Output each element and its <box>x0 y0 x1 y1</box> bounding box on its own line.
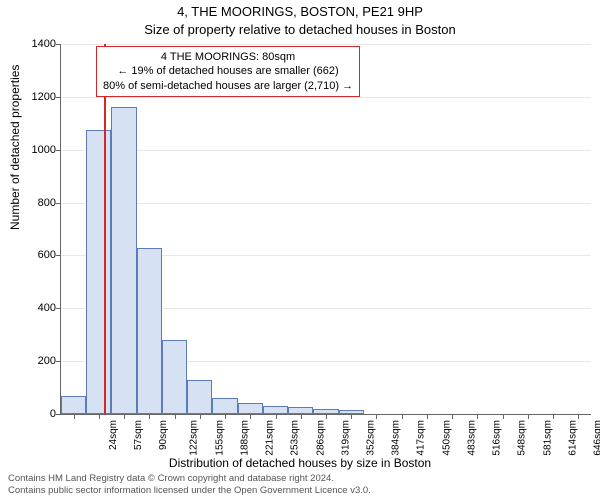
x-tick-mark <box>225 414 226 419</box>
y-tick-label: 200 <box>16 355 56 367</box>
histogram-bar <box>288 407 313 414</box>
x-axis-label: Distribution of detached houses by size … <box>0 456 600 470</box>
y-tick-mark <box>56 308 61 309</box>
x-tick-label: 253sqm <box>290 420 301 456</box>
y-tick-mark <box>56 361 61 362</box>
histogram-bar <box>238 403 263 414</box>
x-tick-mark <box>528 414 529 419</box>
histogram-bar <box>111 107 136 414</box>
x-tick-mark <box>427 414 428 419</box>
x-tick-mark <box>452 414 453 419</box>
x-tick-mark <box>74 414 75 419</box>
x-tick-label: 221sqm <box>265 420 276 456</box>
y-tick-label: 1400 <box>16 38 56 50</box>
gridline <box>61 150 591 151</box>
x-tick-label: 155sqm <box>214 420 225 456</box>
x-tick-mark <box>276 414 277 419</box>
attribution-line2: Contains public sector information licen… <box>8 485 371 496</box>
histogram-bar <box>86 130 111 414</box>
x-tick-mark <box>351 414 352 419</box>
legend-box: 4 THE MOORINGS: 80sqm ← 19% of detached … <box>96 46 360 97</box>
y-tick-mark <box>56 255 61 256</box>
y-tick-mark <box>56 150 61 151</box>
x-tick-mark <box>149 414 150 419</box>
y-tick-label: 600 <box>16 249 56 261</box>
x-tick-label: 450sqm <box>441 420 452 456</box>
x-tick-mark <box>326 414 327 419</box>
x-tick-label: 646sqm <box>593 420 600 456</box>
x-tick-label: 188sqm <box>239 420 250 456</box>
legend-line-smaller: ← 19% of detached houses are smaller (66… <box>103 64 353 78</box>
histogram-plot-area: 24sqm57sqm90sqm122sqm155sqm188sqm221sqm2… <box>60 44 591 415</box>
property-marker-line <box>104 44 106 414</box>
legend-line-property: 4 THE MOORINGS: 80sqm <box>103 50 353 64</box>
x-tick-label: 352sqm <box>366 420 377 456</box>
x-tick-mark <box>376 414 377 419</box>
chart-title-address: 4, THE MOORINGS, BOSTON, PE21 9HP <box>0 4 600 19</box>
histogram-bar <box>212 398 237 414</box>
x-tick-mark <box>124 414 125 419</box>
y-tick-label: 1200 <box>16 91 56 103</box>
x-tick-mark <box>477 414 478 419</box>
x-tick-mark <box>553 414 554 419</box>
x-tick-label: 483sqm <box>467 420 478 456</box>
x-tick-mark <box>301 414 302 419</box>
x-tick-mark <box>200 414 201 419</box>
attribution-text: Contains HM Land Registry data © Crown c… <box>8 473 371 496</box>
attribution-line1: Contains HM Land Registry data © Crown c… <box>8 473 371 484</box>
x-tick-mark <box>578 414 579 419</box>
gridline <box>61 203 591 204</box>
x-tick-mark <box>175 414 176 419</box>
x-tick-label: 417sqm <box>416 420 427 456</box>
x-tick-label: 516sqm <box>492 420 503 456</box>
x-tick-label: 122sqm <box>189 420 200 456</box>
histogram-bar <box>162 340 187 414</box>
y-tick-mark <box>56 414 61 415</box>
legend-line-larger: 80% of semi-detached houses are larger (… <box>103 79 353 93</box>
x-tick-mark <box>402 414 403 419</box>
x-tick-label: 57sqm <box>133 420 144 450</box>
x-tick-label: 319sqm <box>340 420 351 456</box>
y-tick-label: 400 <box>16 302 56 314</box>
x-tick-label: 581sqm <box>542 420 553 456</box>
x-tick-label: 24sqm <box>108 420 119 450</box>
x-tick-mark <box>250 414 251 419</box>
x-tick-label: 614sqm <box>567 420 578 456</box>
x-tick-mark <box>99 414 100 419</box>
gridline <box>61 44 591 45</box>
y-tick-label: 1000 <box>16 144 56 156</box>
y-tick-mark <box>56 97 61 98</box>
x-tick-label: 90sqm <box>158 420 169 450</box>
y-tick-label: 800 <box>16 197 56 209</box>
y-tick-mark <box>56 44 61 45</box>
x-tick-mark <box>503 414 504 419</box>
y-tick-mark <box>56 203 61 204</box>
x-tick-label: 548sqm <box>517 420 528 456</box>
chart-title-description: Size of property relative to detached ho… <box>0 22 600 37</box>
gridline <box>61 97 591 98</box>
histogram-bar <box>263 406 288 414</box>
y-tick-label: 0 <box>16 408 56 420</box>
histogram-bar <box>137 248 162 414</box>
x-tick-label: 286sqm <box>315 420 326 456</box>
x-tick-label: 384sqm <box>391 420 402 456</box>
histogram-bar <box>61 396 86 415</box>
histogram-bar <box>187 380 212 414</box>
